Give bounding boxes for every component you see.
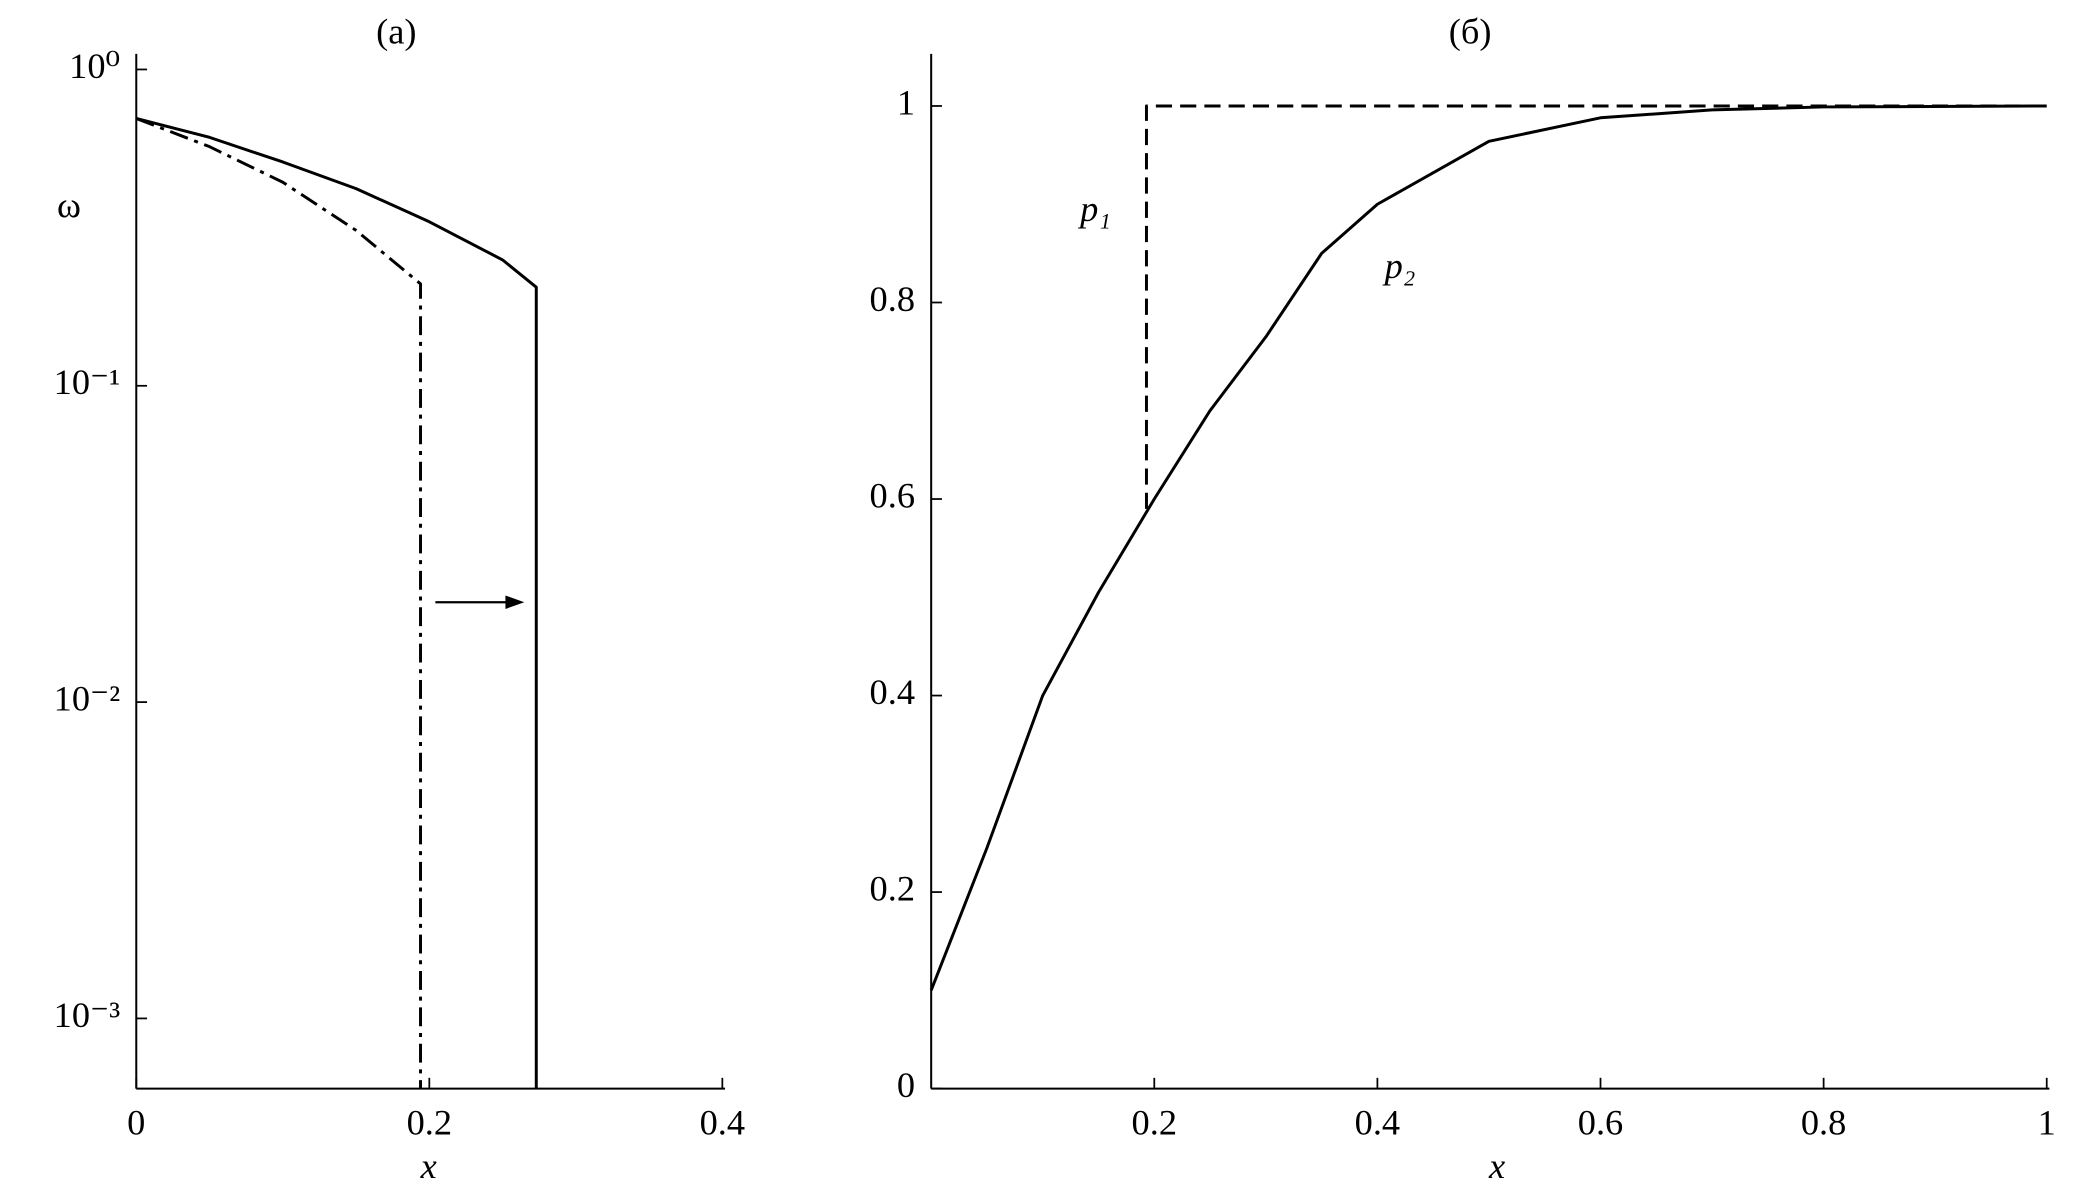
y-tick-label: 0 bbox=[897, 1065, 915, 1105]
x-tick-label: 0.4 bbox=[700, 1103, 745, 1143]
y-tick-label: 0.2 bbox=[870, 868, 915, 908]
y-tick-label: 0.4 bbox=[870, 672, 915, 712]
annotation-arrow bbox=[435, 595, 525, 609]
x-tick-label: 0.8 bbox=[1801, 1103, 1846, 1143]
y-tick-label: 0.8 bbox=[870, 279, 915, 319]
arrow-head bbox=[505, 595, 525, 609]
x-tick-label: 0 bbox=[127, 1103, 145, 1143]
line-series bbox=[135, 117, 538, 1089]
y-tick-label: 10⁻² bbox=[54, 678, 121, 718]
y-tick-label: 10⁰ bbox=[69, 46, 120, 86]
y-tick-label: 0.6 bbox=[870, 475, 915, 515]
series-label: p₂ bbox=[1382, 246, 1416, 286]
chart-title: (б) bbox=[1449, 11, 1492, 51]
x-tick-label: 1 bbox=[2038, 1103, 2056, 1143]
chart-title: (a) bbox=[376, 11, 416, 51]
x-axis-label: x bbox=[1488, 1146, 1505, 1186]
x-tick-label: 0.2 bbox=[407, 1103, 452, 1143]
x-tick-label: 0.4 bbox=[1355, 1103, 1400, 1143]
x-tick-label: 0.6 bbox=[1578, 1103, 1623, 1143]
line-series bbox=[929, 104, 2047, 991]
y-tick-label: 10⁻³ bbox=[54, 995, 121, 1035]
x-axis-label: x bbox=[420, 1146, 437, 1186]
y-tick-label: 10⁻¹ bbox=[54, 362, 120, 402]
y-tick-label: 1 bbox=[897, 82, 915, 122]
series-label: p₁ bbox=[1077, 189, 1111, 229]
x-tick-label: 0.2 bbox=[1132, 1103, 1177, 1143]
line-series bbox=[135, 117, 423, 1089]
line-series bbox=[1144, 104, 2047, 509]
y-axis-label: ω bbox=[57, 185, 81, 225]
